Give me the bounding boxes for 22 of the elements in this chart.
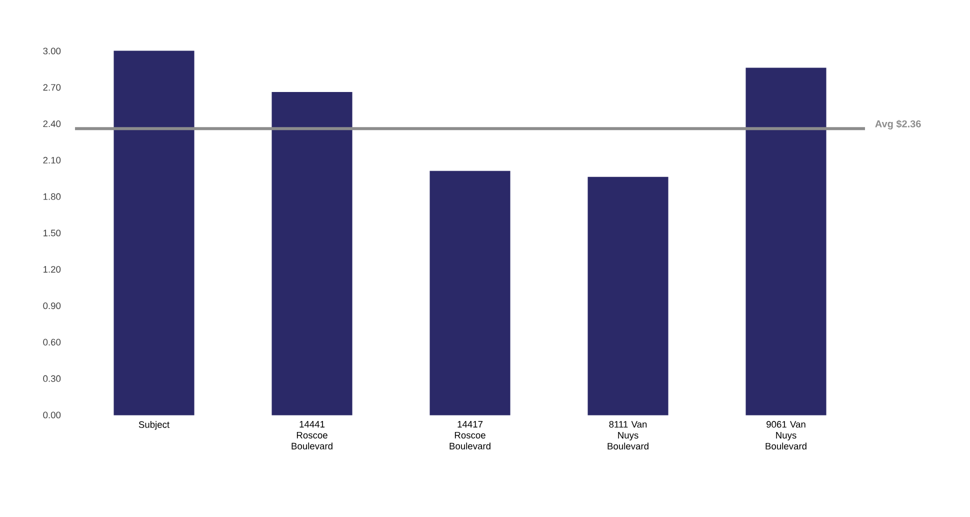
bar (272, 92, 352, 416)
y-tick-label: 0.90 (43, 302, 61, 310)
bar (430, 170, 510, 416)
x-tick-label: 14417 Roscoe Boulevard (450, 421, 490, 450)
x-tick-label: 14441 Roscoe Boulevard (292, 421, 332, 450)
bar (114, 50, 194, 416)
x-tick-label: Subject (138, 421, 170, 430)
bar (588, 176, 668, 416)
x-tick-label: 8111 Van Nuys Boulevard (608, 421, 648, 450)
y-tick-label: 2.40 (43, 120, 61, 128)
bar (746, 68, 826, 416)
y-tick-label: 0.60 (43, 338, 61, 346)
y-tick-label: 1.80 (44, 193, 61, 200)
ref-line-label: Avg $2.36 (875, 120, 921, 130)
y-tick-label: 0.00 (43, 412, 61, 418)
y-tick-label: 3.00 (43, 48, 61, 54)
x-tick-label: 9061 Van Nuys Boulevard (766, 421, 806, 450)
y-tick-label: 2.70 (43, 84, 61, 91)
y-tick-label: 2.10 (43, 156, 61, 164)
y-tick-label: 0.30 (43, 375, 61, 382)
y-tick-label: 1.20 (44, 266, 61, 273)
y-tick-label: 1.50 (44, 230, 61, 236)
